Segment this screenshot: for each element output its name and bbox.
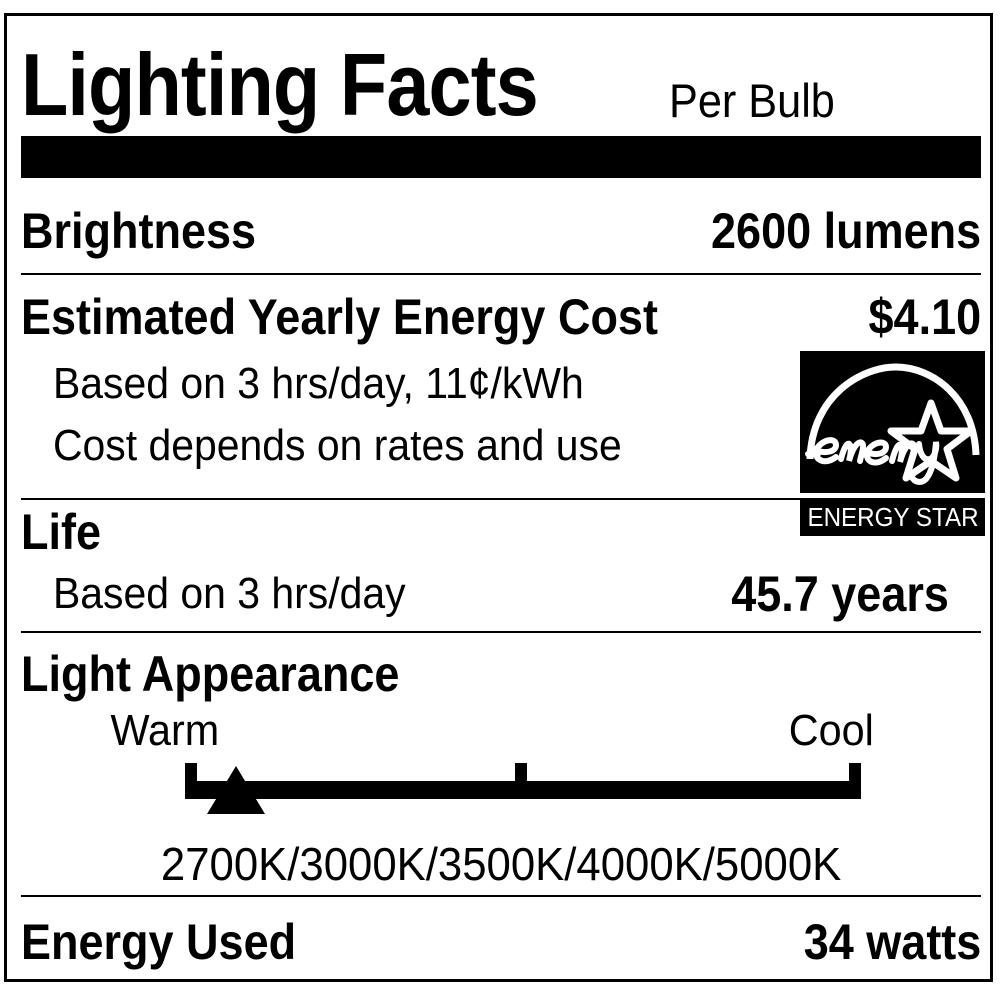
scale-label-warm: Warm [110, 706, 220, 755]
energy-cost-note-1-text: Based on 3 hrs/day, 11¢/kWh [53, 359, 584, 408]
scale-tick-middle [515, 763, 527, 785]
brightness-row: Brightness 2600 lumens [21, 202, 981, 260]
energy-star-wordmark-text: ENERGY STAR [806, 502, 979, 532]
light-appearance-scale: Warm Cool [21, 706, 981, 826]
life-note-row: Based on 3 hrs/day 45.7 years [21, 567, 981, 621]
energy-star-emblem-box [800, 351, 985, 493]
life-note-text: Based on 3 hrs/day [53, 569, 406, 618]
divider-bottom [21, 981, 981, 982]
scale-tick-left [185, 763, 197, 785]
light-appearance-row: Light Appearance [21, 646, 981, 702]
page-subtitle: Per Bulb [669, 74, 835, 127]
energy-cost-label: Estimated Yearly Energy Cost [21, 289, 658, 345]
lighting-facts-label: Lighting Facts Per Bulb Brightness 2600 … [4, 13, 993, 982]
scale-bar [185, 781, 861, 799]
page-title: Lighting Facts [21, 35, 539, 134]
brightness-label: Brightness [21, 203, 257, 259]
life-value: 45.7 years [731, 566, 949, 622]
energy-used-label: Energy Used [21, 914, 297, 970]
brightness-value: 2600 lumens [710, 203, 981, 259]
scale-tick-right [849, 763, 861, 785]
label-title-row: Lighting Facts Per Bulb [21, 35, 981, 134]
label-inner: Lighting Facts Per Bulb Brightness 2600 … [21, 16, 985, 982]
energy-cost-note-2-text: Cost depends on rates and use [53, 421, 622, 470]
divider-light-appearance [21, 895, 981, 897]
energy-cost-row: Estimated Yearly Energy Cost $4.10 [21, 289, 981, 345]
energy-cost-note-2: Cost depends on rates and use [21, 421, 981, 471]
energy-star-logo: ENERGY STAR [800, 351, 985, 549]
life-row: Life [21, 504, 981, 560]
energy-star-wordmark: ENERGY STAR [800, 498, 985, 536]
energy-cost-note-1: Based on 3 hrs/day, 11¢/kWh [21, 359, 981, 409]
life-label: Life [21, 504, 102, 560]
energy-used-value: 34 watts [803, 914, 981, 970]
divider-brightness [21, 273, 981, 275]
light-appearance-label: Light Appearance [21, 646, 400, 702]
energy-star-emblem-icon [805, 363, 980, 485]
scale-marker-triangle-icon [207, 766, 265, 814]
kelvin-range-row: 2700K/3000K/3500K/4000K/5000K [21, 836, 981, 892]
divider-life [21, 631, 981, 633]
header-rule-bar [21, 136, 981, 178]
kelvin-range-text: 2700K/3000K/3500K/4000K/5000K [160, 838, 842, 890]
divider-energy-cost [21, 498, 981, 500]
energy-used-row: Energy Used 34 watts [21, 913, 981, 971]
energy-cost-value: $4.10 [868, 289, 981, 345]
scale-label-cool: Cool [788, 706, 874, 755]
